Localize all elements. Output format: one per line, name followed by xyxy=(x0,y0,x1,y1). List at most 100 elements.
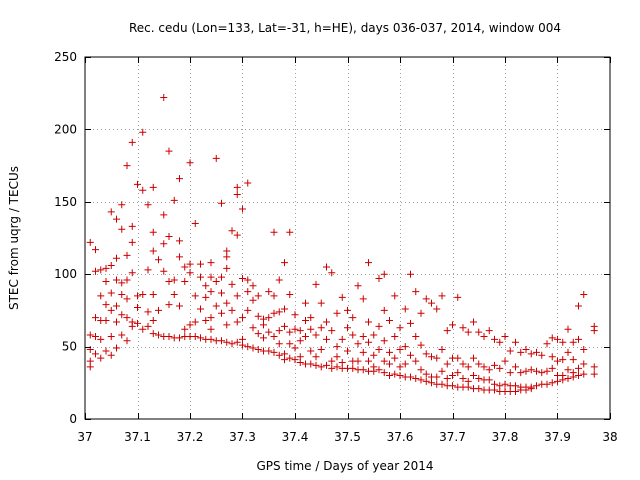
data-point xyxy=(396,345,404,353)
data-point xyxy=(470,318,477,326)
data-point xyxy=(286,328,294,336)
data-point xyxy=(118,290,126,298)
data-point xyxy=(265,288,273,296)
data-point xyxy=(365,338,372,346)
data-point xyxy=(291,325,299,333)
data-point xyxy=(412,332,420,340)
data-point xyxy=(333,343,341,351)
data-point xyxy=(443,327,451,335)
data-point xyxy=(97,335,105,343)
data-point xyxy=(207,325,215,333)
data-point xyxy=(380,337,388,345)
data-point xyxy=(491,386,498,394)
data-point xyxy=(349,331,357,339)
data-point xyxy=(107,262,115,270)
data-point xyxy=(580,290,588,298)
data-point xyxy=(538,369,546,377)
data-point xyxy=(170,290,178,298)
data-point xyxy=(160,267,168,275)
data-point xyxy=(275,308,283,316)
data-point xyxy=(223,264,231,272)
data-point xyxy=(548,353,556,361)
data-point xyxy=(496,338,504,346)
data-point xyxy=(580,370,588,378)
x-tick-label: 37.1 xyxy=(124,430,151,444)
data-point xyxy=(449,321,456,329)
data-point xyxy=(438,292,446,300)
data-point xyxy=(176,334,183,342)
data-point xyxy=(249,344,257,352)
data-point xyxy=(422,370,430,378)
data-point xyxy=(218,337,225,345)
data-point xyxy=(391,370,399,378)
data-point xyxy=(128,238,136,246)
data-point xyxy=(302,332,309,340)
data-point xyxy=(407,270,414,278)
data-point xyxy=(92,314,99,322)
data-point xyxy=(160,94,168,102)
data-point xyxy=(207,335,215,343)
data-point xyxy=(554,357,561,365)
data-point xyxy=(291,311,299,319)
data-point xyxy=(260,334,267,342)
data-point xyxy=(191,332,199,340)
data-point xyxy=(438,367,446,375)
data-point xyxy=(464,328,472,336)
data-point xyxy=(386,360,393,368)
data-point xyxy=(344,324,351,332)
data-point xyxy=(480,363,488,371)
data-point xyxy=(218,289,225,297)
data-point xyxy=(470,354,477,362)
data-point xyxy=(254,292,262,300)
data-point xyxy=(144,322,152,330)
data-point xyxy=(118,225,126,233)
data-point xyxy=(155,306,162,314)
data-point xyxy=(354,282,362,290)
data-point xyxy=(491,361,498,369)
data-point xyxy=(207,273,215,281)
data-point xyxy=(475,385,483,393)
data-point xyxy=(575,302,582,310)
data-point xyxy=(417,376,425,384)
data-point xyxy=(422,377,430,385)
data-point xyxy=(139,128,147,136)
data-point xyxy=(375,345,383,353)
data-point xyxy=(165,233,173,241)
data-point xyxy=(359,332,367,340)
data-point xyxy=(113,344,120,352)
data-point xyxy=(286,354,294,362)
data-point xyxy=(407,373,414,381)
data-point xyxy=(328,357,336,365)
data-point xyxy=(417,341,425,349)
data-point xyxy=(375,366,383,374)
data-point xyxy=(302,299,309,307)
data-point xyxy=(590,363,598,371)
data-point xyxy=(102,264,110,272)
data-point xyxy=(249,282,257,290)
data-point xyxy=(176,302,183,310)
data-point xyxy=(123,162,131,170)
data-point xyxy=(323,361,330,369)
data-point xyxy=(522,367,530,375)
data-point xyxy=(86,331,94,339)
data-point xyxy=(533,382,540,390)
data-point xyxy=(407,319,414,327)
data-point xyxy=(454,354,462,362)
data-point xyxy=(517,348,525,356)
data-point xyxy=(207,288,215,296)
data-point xyxy=(197,273,204,281)
data-point xyxy=(307,314,315,322)
data-point xyxy=(291,356,299,364)
data-point xyxy=(181,263,189,271)
data-point xyxy=(265,328,273,336)
data-point xyxy=(155,256,162,264)
data-point xyxy=(302,317,309,325)
data-point xyxy=(191,220,199,228)
data-point xyxy=(228,280,236,288)
data-point xyxy=(118,331,126,339)
data-point xyxy=(569,373,577,381)
data-point xyxy=(543,340,551,348)
data-point xyxy=(333,363,341,371)
data-point xyxy=(281,322,288,330)
data-point xyxy=(186,321,194,329)
